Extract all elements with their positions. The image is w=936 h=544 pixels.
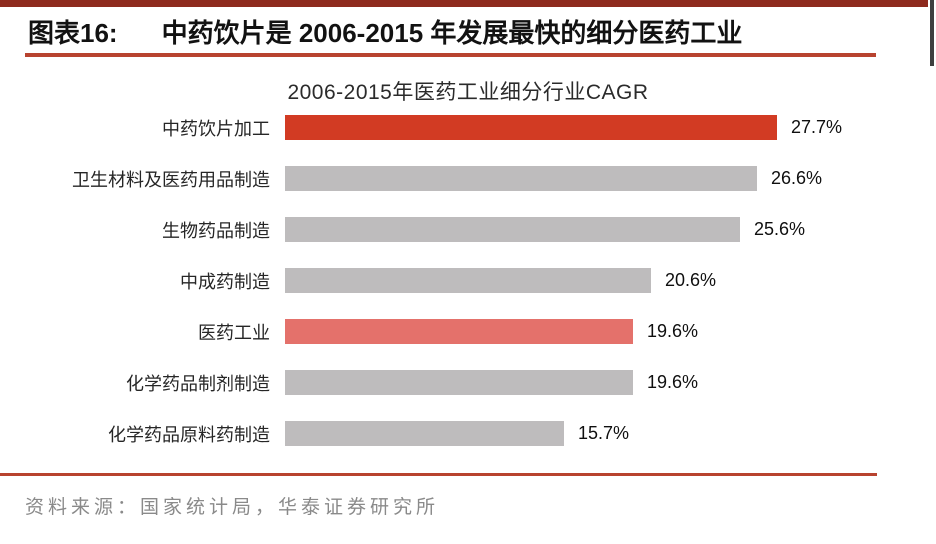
category-label: 化学药品原料药制造 bbox=[108, 424, 270, 445]
category-label: 中药饮片加工 bbox=[162, 118, 270, 139]
bar bbox=[285, 115, 777, 140]
value-label: 26.6% bbox=[771, 168, 823, 188]
figure-header: 图表16: 中药饮片是 2006-2015 年发展最快的细分医药工业 bbox=[28, 13, 742, 50]
bar-row: 化学药品原料药制造 15.7% bbox=[0, 408, 936, 459]
chart-title: 2006-2015年医药工业细分行业CAGR bbox=[287, 81, 649, 104]
figure-number-label: 图表16: bbox=[28, 18, 118, 48]
value-label: 15.7% bbox=[578, 423, 630, 443]
bar-row: 化学药品制剂制造 19.6% bbox=[0, 357, 936, 408]
bar bbox=[285, 166, 757, 191]
top-accent-bar bbox=[0, 0, 928, 7]
bar-row: 中成药制造 20.6% bbox=[0, 255, 936, 306]
bar-row: 生物药品制造 25.6% bbox=[0, 204, 936, 255]
bar-row: 医药工业 19.6% bbox=[0, 306, 936, 357]
value-label: 20.6% bbox=[665, 270, 717, 290]
category-label: 生物药品制造 bbox=[162, 220, 270, 241]
bar bbox=[285, 370, 633, 395]
bar bbox=[285, 217, 740, 242]
value-label: 27.7% bbox=[791, 117, 843, 137]
category-label: 医药工业 bbox=[198, 322, 270, 343]
footer-divider-rule bbox=[0, 473, 877, 476]
category-label: 中成药制造 bbox=[180, 271, 270, 292]
bar-row: 中药饮片加工 27.7% bbox=[0, 102, 936, 153]
category-label: 卫生材料及医药用品制造 bbox=[72, 169, 270, 190]
category-label: 化学药品制剂制造 bbox=[126, 373, 270, 394]
value-label: 19.6% bbox=[647, 372, 699, 392]
source-note: 资料来源：国家统计局，华泰证券研究所 bbox=[25, 497, 440, 518]
bar-row: 卫生材料及医药用品制造 26.6% bbox=[0, 153, 936, 204]
bar bbox=[285, 319, 633, 344]
bar bbox=[285, 268, 651, 293]
value-label: 25.6% bbox=[754, 219, 806, 239]
figure-title: 中药饮片是 2006-2015 年发展最快的细分医药工业 bbox=[161, 18, 743, 48]
page-edge-line bbox=[930, 0, 934, 66]
bar bbox=[285, 421, 564, 446]
value-label: 19.6% bbox=[647, 321, 699, 341]
header-divider-rule bbox=[25, 53, 876, 57]
bar-rows: 中药饮片加工 27.7% 卫生材料及医药用品制造 26.6% 生物药品制造 25.6% 中成… bbox=[0, 102, 936, 459]
